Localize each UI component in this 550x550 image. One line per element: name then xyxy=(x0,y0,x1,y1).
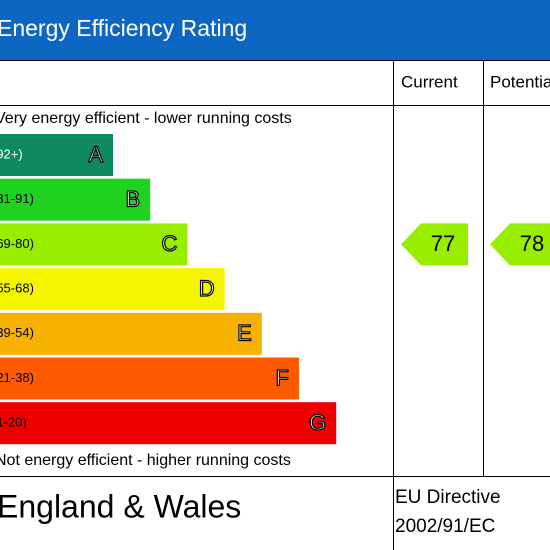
band-letter: E xyxy=(237,321,252,346)
band-range: (69-80) xyxy=(0,236,34,251)
band-bar xyxy=(0,178,151,221)
rating-value: 77 xyxy=(431,231,455,256)
band-letter: B xyxy=(126,187,141,212)
band-range: (81-91) xyxy=(0,191,34,206)
band-range: (21-38) xyxy=(0,370,34,385)
directive: EU Directive xyxy=(395,487,501,508)
band-range: (1-20) xyxy=(0,415,27,430)
rating-arrow xyxy=(490,223,550,266)
title: Energy Efficiency Rating xyxy=(0,15,247,41)
region: England & Wales xyxy=(0,488,241,524)
band-bar xyxy=(0,134,113,176)
rating-value: 78 xyxy=(520,231,544,256)
band-letter: C xyxy=(162,231,178,256)
band-bar xyxy=(0,223,188,266)
table-lines xyxy=(0,60,550,550)
band-range: (55-68) xyxy=(0,281,34,296)
bottom-note: Not energy efficient - higher running co… xyxy=(0,452,291,469)
band-bar xyxy=(0,357,299,400)
title-bar xyxy=(0,0,550,60)
band-bar xyxy=(0,402,337,445)
band-range: (39-54) xyxy=(0,325,34,340)
band-letter: D xyxy=(199,276,215,301)
top-note: Very energy efficient - lower running co… xyxy=(0,110,292,127)
directive: 2002/91/EC xyxy=(395,516,495,537)
band-range: (92+) xyxy=(0,146,23,161)
potential-header: Potential xyxy=(490,72,550,91)
current-header: Current xyxy=(401,72,458,91)
rating-arrow xyxy=(401,223,468,266)
band-letter: F xyxy=(276,365,289,390)
band-bar xyxy=(0,312,262,355)
band-letter: A xyxy=(88,142,103,167)
band-letter: G xyxy=(309,410,326,435)
band-bar xyxy=(0,268,225,311)
